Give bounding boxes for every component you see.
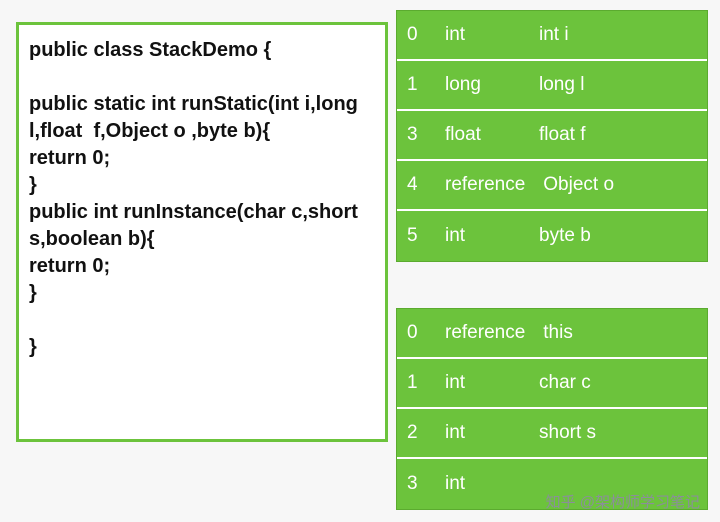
slot-type: int xyxy=(445,372,521,394)
code-content: public class StackDemo { public static i… xyxy=(29,37,375,361)
slot-index: 1 xyxy=(407,74,427,96)
slot-name: short s xyxy=(539,422,697,444)
slot-name: long l xyxy=(539,74,697,96)
slot-row: 4 reference Object o xyxy=(397,161,707,211)
slot-name: Object o xyxy=(543,174,697,196)
slot-type: reference xyxy=(445,322,525,344)
slot-index: 0 xyxy=(407,24,427,46)
slot-type: int xyxy=(445,473,521,495)
slot-row: 2 int short s xyxy=(397,409,707,459)
lvt-static-table: 0 int int i 1 long long l 3 float float f 4 refere… xyxy=(396,10,708,262)
slot-type: float xyxy=(445,124,521,146)
slot-name: int i xyxy=(539,24,697,46)
slot-index: 0 xyxy=(407,322,427,344)
slot-index: 2 xyxy=(407,422,427,444)
slot-name: byte b xyxy=(539,225,697,247)
lvt-instance-table: 0 reference this 1 int char c 2 int short s 3 int xyxy=(396,308,708,510)
slot-type: long xyxy=(445,74,521,96)
slot-type: int xyxy=(445,422,521,444)
slot-index: 1 xyxy=(407,372,427,394)
slot-type: int xyxy=(445,225,521,247)
slot-index: 5 xyxy=(407,225,427,247)
slot-row: 1 int char c xyxy=(397,359,707,409)
slot-index: 4 xyxy=(407,174,427,196)
slot-row: 0 int int i xyxy=(397,11,707,61)
slot-index: 3 xyxy=(407,473,427,495)
slot-name: char c xyxy=(539,372,697,394)
slot-row: 1 long long l xyxy=(397,61,707,111)
slot-type: reference xyxy=(445,174,525,196)
slot-index: 3 xyxy=(407,124,427,146)
code-panel: public class StackDemo { public static i… xyxy=(16,22,388,442)
slot-name: this xyxy=(543,322,697,344)
slot-row: 0 reference this xyxy=(397,309,707,359)
slot-name: float f xyxy=(539,124,697,146)
slot-row: 5 int byte b xyxy=(397,211,707,261)
attribution-text: 知乎 @架构师学习笔记 xyxy=(546,491,700,512)
slot-type: int xyxy=(445,24,521,46)
slot-row: 3 float float f xyxy=(397,111,707,161)
